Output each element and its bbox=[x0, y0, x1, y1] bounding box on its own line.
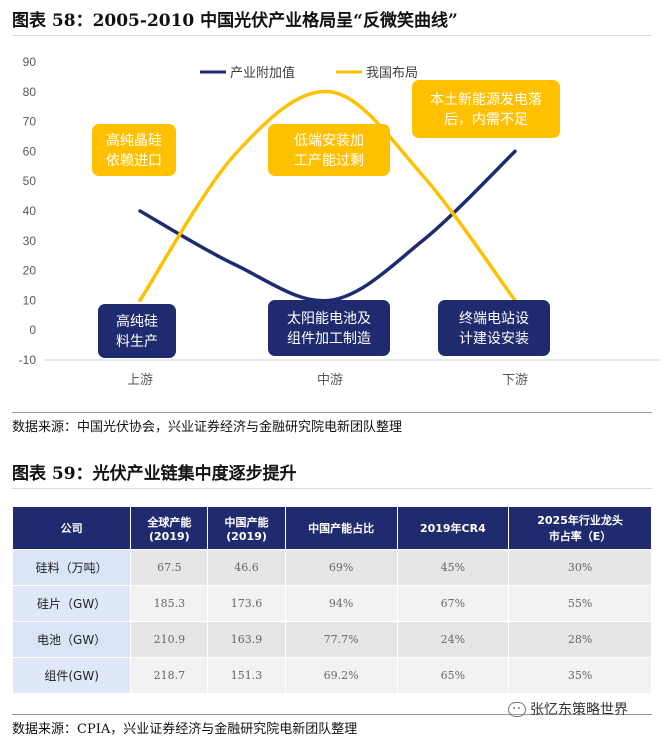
watermark-text: 张忆东策略世界 bbox=[530, 702, 628, 718]
annotation-line: 工产能过剩 bbox=[294, 153, 364, 169]
cell-value: 24% bbox=[396, 621, 510, 658]
cell-value: 173.6 bbox=[207, 585, 286, 622]
table-header-row: 公司 全球产能 (2019) 中国产能 (2019) 中国产能占比 2019年C… bbox=[11, 506, 652, 550]
cell-value: 151.3 bbox=[207, 657, 286, 694]
figure-58-source: 数据来源：中国光伏协会，兴业证券经济与金融研究院电新团队整理 bbox=[12, 412, 652, 435]
annotation-box bbox=[92, 124, 176, 176]
annotation-line: 本土新能源发电落 bbox=[430, 92, 542, 108]
series-line-china-layout bbox=[138, 89, 517, 303]
cell-value: 94% bbox=[284, 585, 398, 622]
annotation-box bbox=[98, 304, 176, 358]
header-company: 公司 bbox=[11, 506, 132, 550]
y-tick-label: 60 bbox=[23, 144, 37, 158]
table-row: 硅料（万吨） 67.5 46.6 69% 45% 30% bbox=[11, 549, 652, 586]
annotation-box bbox=[268, 124, 390, 176]
row-label: 硅料（万吨） bbox=[11, 549, 132, 586]
annotation-line: 后，内需不足 bbox=[444, 112, 528, 128]
y-tick-label: 10 bbox=[23, 293, 37, 307]
annotation-text: 本土新能源发电落后，内需不足 bbox=[430, 92, 542, 128]
cell-value: 218.7 bbox=[130, 657, 209, 694]
annotation-text: 高纯晶硅依赖进口 bbox=[106, 132, 162, 169]
y-tick-label: 30 bbox=[23, 234, 37, 248]
watermark: 张忆东策略世界 bbox=[508, 699, 628, 719]
concentration-table: 公司 全球产能 (2019) 中国产能 (2019) 中国产能占比 2019年C… bbox=[11, 506, 652, 694]
annotation-text: 终端电站设计建设安装 bbox=[459, 311, 529, 347]
header-china-share: 中国产能占比 bbox=[284, 506, 398, 550]
annotation-text: 低端安装加工产能过剩 bbox=[294, 133, 364, 169]
cell-value: 69.2% bbox=[284, 657, 398, 694]
cell-value: 65% bbox=[396, 657, 510, 694]
cell-value: 210.9 bbox=[130, 621, 209, 658]
annotation-line: 太阳能电池及 bbox=[287, 311, 371, 327]
wechat-icon bbox=[508, 701, 526, 717]
annotation-line: 计建设安装 bbox=[459, 331, 529, 347]
smile-curve-chart: 90 80 70 60 50 40 30 20 10 0 -10 上游 中游 下游 产业附加值 我国布局高纯晶… bbox=[19, 55, 660, 388]
figure-59-title: 图表 59：光伏产业链集中度逐步提升 bbox=[12, 459, 652, 489]
legend-label: 我国布局 bbox=[366, 66, 418, 81]
y-tick-label: 80 bbox=[23, 85, 37, 99]
cell-value: 35% bbox=[508, 657, 652, 694]
annotation-box bbox=[438, 300, 550, 356]
cell-value: 46.6 bbox=[207, 549, 286, 586]
cell-value: 30% bbox=[508, 549, 652, 586]
header-leader-share: 2025年行业龙头 市占率（E） bbox=[508, 506, 652, 550]
annotation-box bbox=[268, 300, 390, 356]
cell-value: 163.9 bbox=[207, 621, 286, 658]
cell-value: 67.5 bbox=[130, 549, 209, 586]
cell-value: 55% bbox=[508, 585, 652, 622]
annotation-line: 终端电站设 bbox=[459, 311, 529, 327]
annotation-line: 高纯硅 bbox=[116, 313, 158, 330]
x-tick-label: 上游 bbox=[127, 373, 153, 388]
legend-label: 产业附加值 bbox=[230, 65, 295, 81]
y-tick-label: -10 bbox=[19, 353, 37, 367]
table-row: 硅片（GW） 185.3 173.6 94% 67% 55% bbox=[11, 585, 652, 622]
cell-value: 28% bbox=[508, 621, 652, 658]
y-tick-label: 40 bbox=[23, 204, 37, 218]
figure-59-source: 数据来源：CPIA，兴业证券经济与金融研究院电新团队整理 bbox=[12, 714, 652, 737]
cell-value: 69% bbox=[284, 549, 398, 586]
cell-value: 45% bbox=[396, 549, 510, 586]
y-tick-label: 70 bbox=[23, 115, 37, 129]
x-tick-label: 中游 bbox=[317, 373, 343, 388]
cell-value: 77.7% bbox=[284, 621, 398, 658]
annotation-line: 高纯晶硅 bbox=[106, 132, 162, 149]
y-tick-label: 0 bbox=[29, 323, 36, 337]
table-row: 电池（GW） 210.9 163.9 77.7% 24% 28% bbox=[11, 621, 652, 658]
header-cr4: 2019年CR4 bbox=[396, 506, 510, 550]
row-label: 电池（GW） bbox=[11, 621, 132, 658]
x-tick-label: 下游 bbox=[502, 373, 528, 388]
annotation-text: 太阳能电池及组件加工制造 bbox=[287, 311, 371, 347]
annotation-line: 组件加工制造 bbox=[287, 331, 371, 347]
row-label: 硅片（GW） bbox=[11, 585, 132, 622]
y-tick-label: 90 bbox=[23, 55, 37, 69]
annotation-line: 低端安装加 bbox=[294, 133, 364, 149]
y-tick-label: 50 bbox=[23, 174, 37, 188]
header-china-capacity: 中国产能 (2019) bbox=[207, 506, 286, 550]
annotation-line: 依赖进口 bbox=[106, 153, 162, 169]
row-label: 组件(GW) bbox=[11, 657, 132, 694]
table-row: 组件(GW) 218.7 151.3 69.2% 65% 35% bbox=[11, 657, 652, 694]
header-global-capacity: 全球产能 (2019) bbox=[130, 506, 209, 550]
annotation-box bbox=[412, 80, 560, 138]
annotation-text: 高纯硅料生产 bbox=[116, 313, 158, 350]
cell-value: 67% bbox=[396, 585, 510, 622]
annotation-line: 料生产 bbox=[116, 334, 158, 350]
figure-58-title: 图表 58：2005-2010 中国光伏产业格局呈“反微笑曲线” bbox=[12, 6, 652, 36]
cell-value: 185.3 bbox=[130, 585, 209, 622]
y-tick-label: 20 bbox=[23, 264, 37, 278]
